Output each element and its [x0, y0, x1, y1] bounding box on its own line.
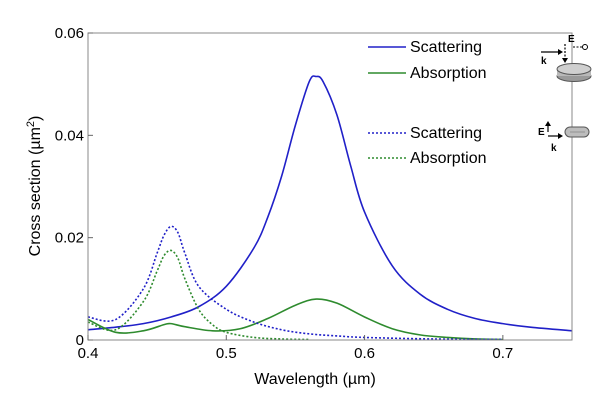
wave-vector-arrow-icon: [541, 49, 563, 55]
inset-2-vector-2: k: [551, 143, 557, 154]
series-line-2: [87, 225, 503, 341]
y-tick-label-1: 0.02: [55, 230, 84, 247]
y-axis-label-text: Cross section (µm: [27, 127, 44, 256]
y-axis-label: Cross section (µm2): [25, 116, 44, 257]
x-tick-label-2: 0.6: [354, 345, 375, 362]
y-axis-label-close: ): [27, 116, 44, 121]
legend-label-0: Scattering: [410, 39, 482, 56]
inset-2-vector-1: E: [538, 127, 545, 138]
x-tick-label-3: 0.7: [492, 345, 513, 362]
axis-ticks: 0.4 0.5 0.6 0.7 0 0.02 0.04 0.06: [55, 25, 513, 362]
y-tick-label-0: 0: [76, 332, 84, 349]
series-line-1: [87, 298, 503, 341]
y-axis-label-superscript: 2: [25, 121, 37, 127]
series-line-3: [87, 249, 310, 341]
legend-label-1: Absorption: [410, 65, 487, 82]
plot-lines: [87, 75, 573, 341]
disk-edge-on-icon: [564, 126, 590, 138]
legend-label-2: Scattering: [410, 125, 482, 142]
field-vector-arrow-icon: [562, 44, 588, 63]
field-vector-arrow-icon-2: [545, 121, 563, 139]
legend: Scattering Absorption Scattering Absorption: [368, 39, 487, 167]
axes-frame: [87, 32, 573, 341]
x-tick-label-1: 0.5: [216, 345, 237, 362]
disk-face-on-icon: [556, 63, 592, 82]
x-axis-label: Wavelength (µm): [254, 371, 376, 388]
inset-1-vector-1: k: [541, 56, 547, 67]
series-line-0: [87, 75, 573, 332]
legend-label-3: Absorption: [410, 150, 487, 167]
y-tick-label-2: 0.04: [55, 127, 84, 144]
polarization-inset-2: E k: [538, 121, 590, 154]
y-tick-label-3: 0.06: [55, 25, 84, 42]
inset-1-vector-2: E: [568, 34, 575, 45]
x-tick-label-0: 0.4: [78, 345, 99, 362]
polarization-inset-1: k E: [541, 34, 592, 82]
